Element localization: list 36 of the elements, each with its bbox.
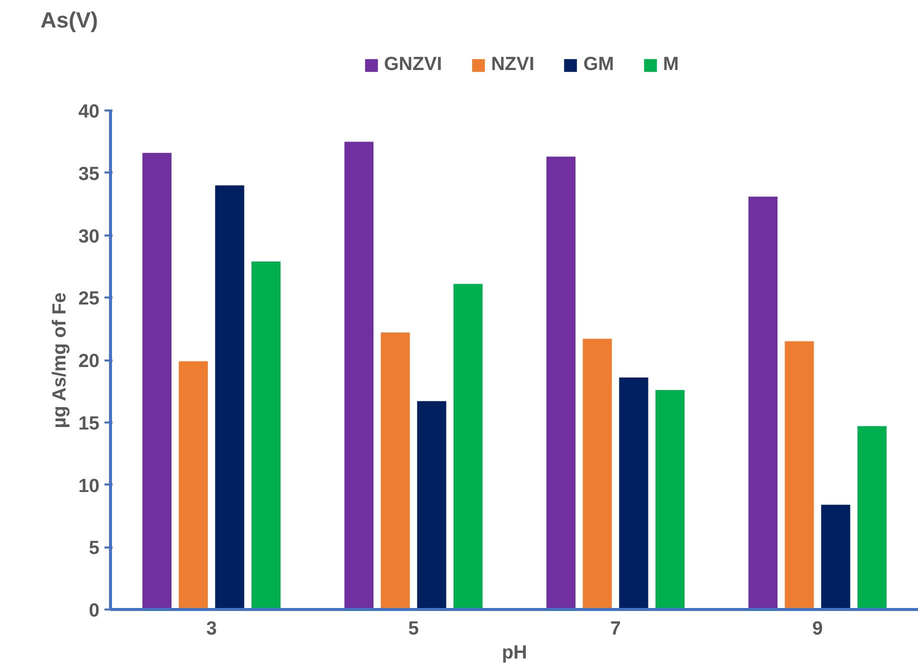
bar	[821, 504, 850, 610]
x-tick-label: 5	[408, 618, 420, 640]
bar	[857, 426, 887, 610]
y-tick-label: 20	[78, 351, 100, 372]
x-axis-title: pH	[502, 642, 528, 664]
bar	[142, 152, 172, 610]
x-tick-label: 7	[610, 618, 621, 640]
bar	[619, 377, 648, 610]
legend-label: GNZVI	[384, 54, 442, 76]
bar	[417, 401, 446, 610]
bar	[380, 332, 410, 610]
y-axis-title: µg As/mg of Fe	[49, 292, 70, 428]
y-tick-label: 15	[78, 413, 100, 434]
bar	[215, 185, 244, 610]
bar	[546, 156, 576, 610]
y-tick-label: 0	[88, 600, 100, 622]
bar	[178, 361, 208, 610]
x-tick-label: 3	[206, 618, 217, 640]
y-tick-label: 5	[88, 538, 100, 560]
legend-label: NZVI	[491, 54, 534, 76]
y-tick-label: 25	[78, 288, 100, 310]
bar	[784, 341, 814, 610]
y-tick-label: 30	[78, 226, 100, 248]
bar	[453, 284, 483, 610]
bar	[748, 196, 778, 610]
y-tick-label: 35	[78, 164, 100, 185]
legend-label: M	[662, 54, 680, 76]
y-tick-label: 40	[78, 102, 100, 122]
x-tick-label: 9	[812, 618, 823, 640]
bar	[251, 261, 281, 610]
bar	[655, 390, 685, 610]
chart-title: As(V)	[40, 8, 98, 32]
bar	[344, 142, 374, 610]
y-tick-label: 10	[78, 476, 100, 497]
bar	[582, 338, 612, 610]
legend-label: GM	[583, 54, 614, 76]
